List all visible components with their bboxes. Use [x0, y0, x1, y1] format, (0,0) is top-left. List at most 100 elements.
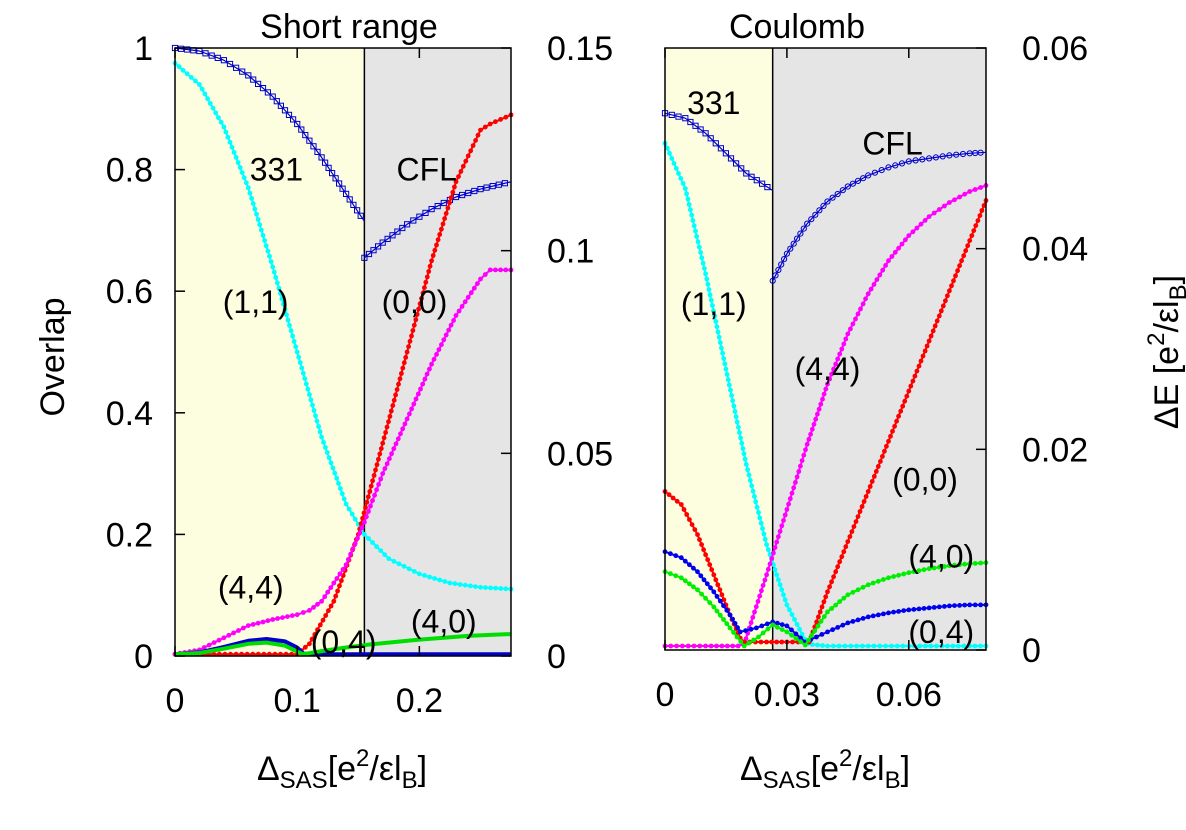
left-point	[271, 269, 277, 275]
right-point	[903, 237, 908, 243]
right-point	[746, 472, 752, 478]
left-annotation: (0,4)	[311, 624, 377, 660]
left-point	[493, 585, 499, 591]
right-plot-frame	[664, 47, 987, 651]
right-point	[905, 158, 912, 165]
right-x-tick-label: 0	[656, 676, 675, 714]
right-point	[952, 562, 957, 568]
right-point	[962, 602, 968, 608]
left-point	[178, 45, 185, 52]
left-point	[357, 530, 363, 536]
left-point	[366, 536, 371, 541]
left-point	[239, 68, 246, 75]
left-point	[456, 308, 462, 314]
left-point	[278, 291, 283, 296]
left-point	[365, 494, 371, 500]
right-point	[701, 547, 706, 553]
left-point	[411, 322, 417, 328]
left-point	[434, 203, 441, 210]
left-point	[364, 514, 369, 520]
right-point	[722, 361, 728, 367]
left-point	[400, 365, 406, 371]
left-y-right-tick-label: 0.05	[547, 435, 613, 473]
left-point	[478, 127, 483, 133]
right-point	[704, 276, 710, 282]
right-point	[687, 118, 694, 126]
right-point	[748, 626, 754, 632]
left-point	[221, 635, 227, 641]
right-point	[956, 643, 961, 649]
right-x-axis-title: ΔSAS[e2/εlB]	[740, 745, 910, 794]
right-point	[753, 177, 760, 184]
right-point	[791, 485, 797, 491]
left-point	[315, 601, 320, 607]
right-point	[673, 573, 679, 579]
right-point	[951, 278, 956, 284]
left-point	[349, 511, 355, 517]
left-point	[399, 371, 404, 376]
left-point	[176, 64, 182, 70]
right-point	[962, 191, 968, 197]
right-point	[806, 637, 811, 643]
left-point	[311, 605, 316, 610]
right-point	[764, 621, 770, 627]
left-point	[250, 76, 257, 83]
left-series-0-line-1	[364, 181, 512, 259]
right-point	[792, 617, 797, 622]
right-point	[943, 298, 948, 304]
right-point	[965, 243, 971, 249]
left-point	[453, 179, 459, 185]
right-point	[865, 489, 871, 494]
right-point	[881, 611, 886, 617]
left-point	[216, 637, 222, 643]
left-point	[381, 435, 387, 441]
right-point	[740, 446, 746, 451]
left-point	[382, 466, 388, 471]
right-point	[911, 643, 917, 649]
left-point	[270, 617, 276, 622]
left-point	[414, 312, 420, 317]
left-point	[317, 622, 323, 628]
left-point	[434, 242, 439, 248]
left-point	[254, 211, 259, 217]
left-point	[393, 441, 399, 447]
right-point	[789, 627, 794, 633]
left-point	[361, 510, 367, 516]
left-point	[388, 408, 394, 414]
right-point	[886, 575, 891, 581]
right-point	[821, 614, 827, 619]
right-point	[778, 261, 785, 268]
right-point	[853, 519, 859, 524]
left-point	[487, 267, 493, 273]
left-point	[218, 119, 224, 125]
left-point	[404, 349, 410, 355]
right-series-0-line-0	[664, 112, 774, 192]
right-point	[817, 609, 823, 615]
right-point	[825, 643, 830, 649]
right-point	[695, 239, 701, 245]
right-point	[875, 578, 881, 584]
right-point	[860, 301, 866, 307]
left-point	[426, 269, 432, 274]
left-point	[420, 290, 426, 296]
right-point	[975, 218, 981, 224]
right-point	[877, 643, 883, 649]
left-point	[321, 439, 326, 445]
right-point	[784, 623, 790, 629]
right-point	[702, 266, 707, 271]
left-point	[285, 111, 293, 119]
right-point	[725, 377, 731, 383]
right-point	[714, 324, 720, 330]
right-point	[782, 597, 788, 603]
right-point	[793, 480, 798, 485]
left-point	[231, 630, 237, 636]
right-point	[855, 514, 861, 519]
right-series-3	[662, 183, 989, 649]
right-point	[815, 623, 821, 629]
right-annotation: (0,4)	[908, 614, 974, 650]
left-point	[306, 137, 313, 144]
left-point	[341, 496, 347, 502]
right-point	[809, 633, 814, 638]
left-point	[281, 107, 289, 114]
left-point	[252, 206, 258, 212]
